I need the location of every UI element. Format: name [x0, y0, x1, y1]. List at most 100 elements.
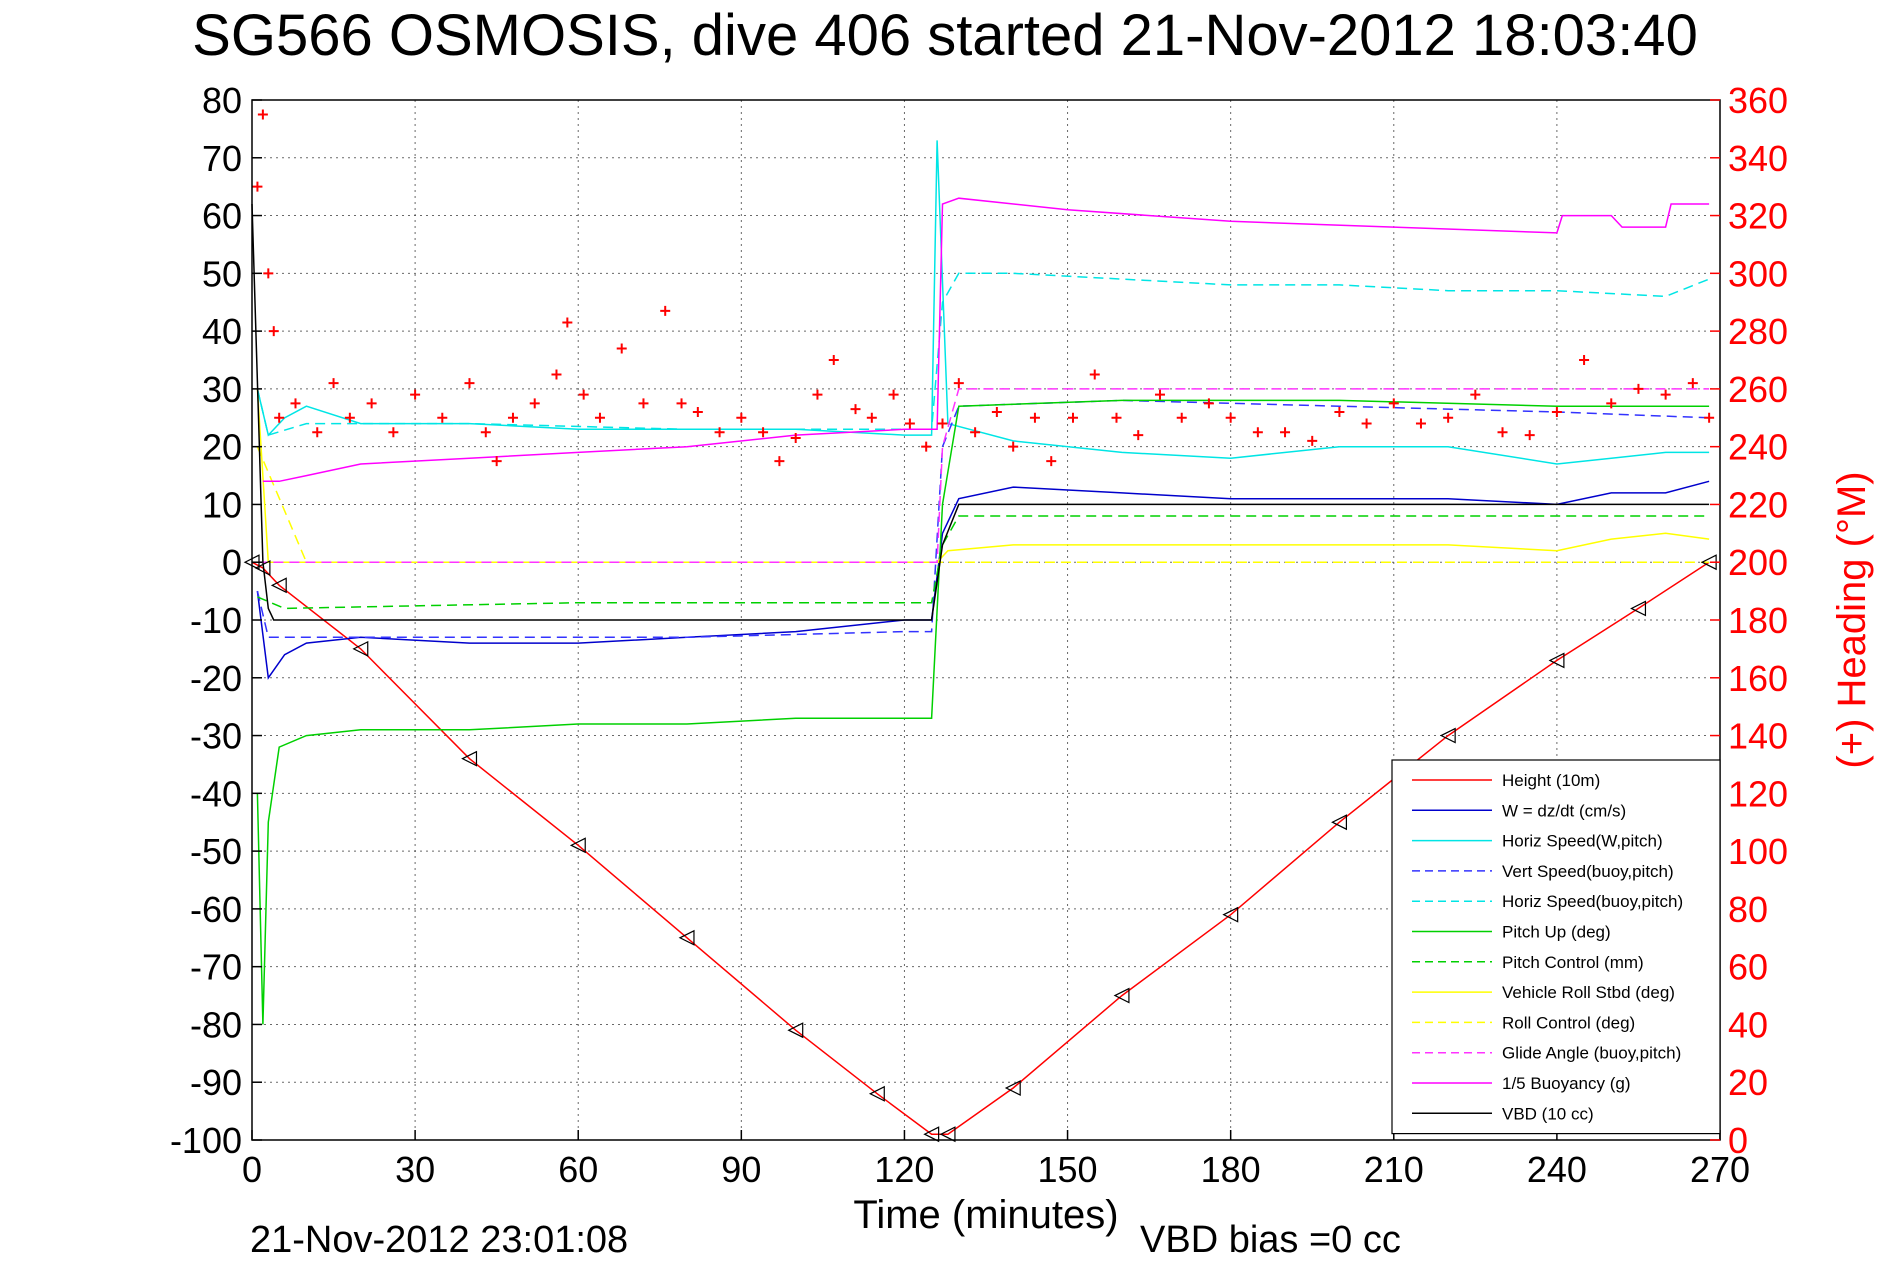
heading-point: [1176, 412, 1187, 423]
y-tick-label: 50: [202, 253, 242, 294]
heading-point: [1633, 383, 1644, 394]
y-tick-label: 70: [202, 138, 242, 179]
y2-tick-label: 180: [1728, 600, 1788, 641]
heading-point: [1252, 427, 1263, 438]
y-tick-label: 10: [202, 484, 242, 525]
y2-tick-label: 140: [1728, 716, 1788, 757]
legend-entry: Vehicle Roll Stbd (deg): [1502, 983, 1675, 1002]
heading-point: [562, 317, 573, 328]
y2-tick-label: 200: [1728, 542, 1788, 583]
heading-point: [594, 412, 605, 423]
heading-point: [904, 418, 915, 429]
heading-point: [991, 407, 1002, 417]
heading-point: [1203, 398, 1214, 409]
heading-point: [953, 378, 964, 389]
height-marker: [1548, 652, 1565, 669]
legend-entry: Horiz Speed(W,pitch): [1502, 832, 1663, 851]
height-marker: [270, 577, 287, 594]
heading-point: [1660, 389, 1671, 400]
y-tick-label: -90: [190, 1062, 242, 1103]
heading-point: [1133, 430, 1144, 441]
height-marker: [461, 750, 478, 767]
y2-tick-label: 20: [1728, 1062, 1768, 1103]
y-tick-label: -20: [190, 658, 242, 699]
series-line-6: [257, 515, 1710, 610]
heading-point: [1551, 407, 1562, 417]
heading-point: [1225, 412, 1236, 423]
heading-point: [1111, 412, 1122, 423]
heading-point: [507, 412, 518, 423]
height-marker: [1331, 814, 1348, 831]
height-marker: [787, 1022, 804, 1039]
y2-tick-label: 340: [1728, 138, 1788, 179]
y2-tick-label: 280: [1728, 311, 1788, 352]
y2-axis-label: (+) Heading (°M): [1830, 471, 1874, 768]
heading-point: [1388, 398, 1399, 409]
y-tick-labels: -100-90-80-70-60-50-40-30-20-10010203040…: [170, 80, 262, 1161]
heading-point: [676, 398, 687, 409]
y-tick-label: -70: [190, 947, 242, 988]
heading-point: [410, 389, 421, 400]
legend-entry: Pitch Control (mm): [1502, 953, 1644, 972]
x-tick-label: 0: [242, 1149, 262, 1190]
heading-point: [714, 427, 725, 438]
heading-point: [1280, 427, 1291, 438]
legend-entry: Height (10m): [1502, 771, 1600, 790]
height-marker: [939, 1126, 956, 1143]
legend-entry: Roll Control (deg): [1502, 1013, 1635, 1032]
heading-point: [257, 109, 268, 120]
series-line-3: [256, 399, 1710, 639]
y-tick-label: -10: [190, 600, 242, 641]
chart-title: SG566 OSMOSIS, dive 406 started 21-Nov-2…: [192, 3, 1698, 68]
height-marker: [1222, 906, 1239, 923]
x-axis-label: Time (minutes): [853, 1193, 1118, 1237]
x-tick-label: 210: [1364, 1149, 1424, 1190]
heading-point: [774, 456, 785, 467]
height-marker: [569, 837, 586, 854]
height-marker: [1439, 727, 1456, 744]
height-marker: [1113, 987, 1130, 1004]
heading-point: [366, 398, 377, 409]
y2-tick-label: 60: [1728, 947, 1768, 988]
heading-point: [736, 412, 747, 423]
heading-point: [437, 412, 448, 423]
heading-point: [937, 418, 948, 429]
x-tick-label: 240: [1527, 1149, 1587, 1190]
legend-entry: VBD (10 cc): [1502, 1104, 1594, 1123]
heading-point: [790, 433, 801, 443]
legend-entry: Glide Angle (buoy,pitch): [1502, 1044, 1681, 1063]
heading-point: [692, 407, 703, 417]
heading-point: [1334, 407, 1345, 417]
heading-point: [616, 343, 627, 354]
x-tick-labels: 0 30 60 90 120 150 180 210 240 270: [242, 1130, 1750, 1190]
legend: Height (10m) W = dz/dt (cm/s) Horiz Speed(…: [1391, 759, 1721, 1135]
heading-point: [660, 305, 671, 316]
heading-point: [464, 378, 475, 389]
x-tick-label: 60: [558, 1149, 598, 1190]
y-tick-label: 40: [202, 311, 242, 352]
y2-tick-label: 120: [1728, 773, 1788, 814]
x-tick-label: 270: [1690, 1149, 1750, 1190]
y2-tick-label: 40: [1728, 1004, 1768, 1045]
y-tick-label: -60: [190, 889, 242, 930]
heading-point: [1579, 355, 1590, 365]
heading-point: [491, 456, 502, 467]
heading-point: [578, 389, 589, 400]
series-line-11: [251, 203, 1710, 621]
y-tick-label: 20: [202, 427, 242, 468]
height-marker: [1004, 1080, 1021, 1096]
y-tick-label: -80: [190, 1004, 242, 1045]
heading-point: [1029, 412, 1040, 423]
heading-point: [1687, 378, 1698, 389]
height-marker: [868, 1085, 885, 1102]
legend-entry: W = dz/dt (cm/s): [1502, 801, 1626, 820]
heading-point: [1415, 418, 1426, 429]
heading-point: [1606, 398, 1617, 409]
heading-point: [1089, 369, 1100, 380]
y-tick-label: -30: [190, 716, 242, 757]
x-tick-label: 90: [721, 1149, 761, 1190]
heading-point: [1443, 412, 1454, 423]
y2-tick-labels: 0 20 40 60 80 100 120 140 160 180 200 220 240 260 280 3…: [1710, 80, 1788, 1161]
heading-point: [1704, 412, 1715, 423]
heading-point: [268, 326, 279, 337]
